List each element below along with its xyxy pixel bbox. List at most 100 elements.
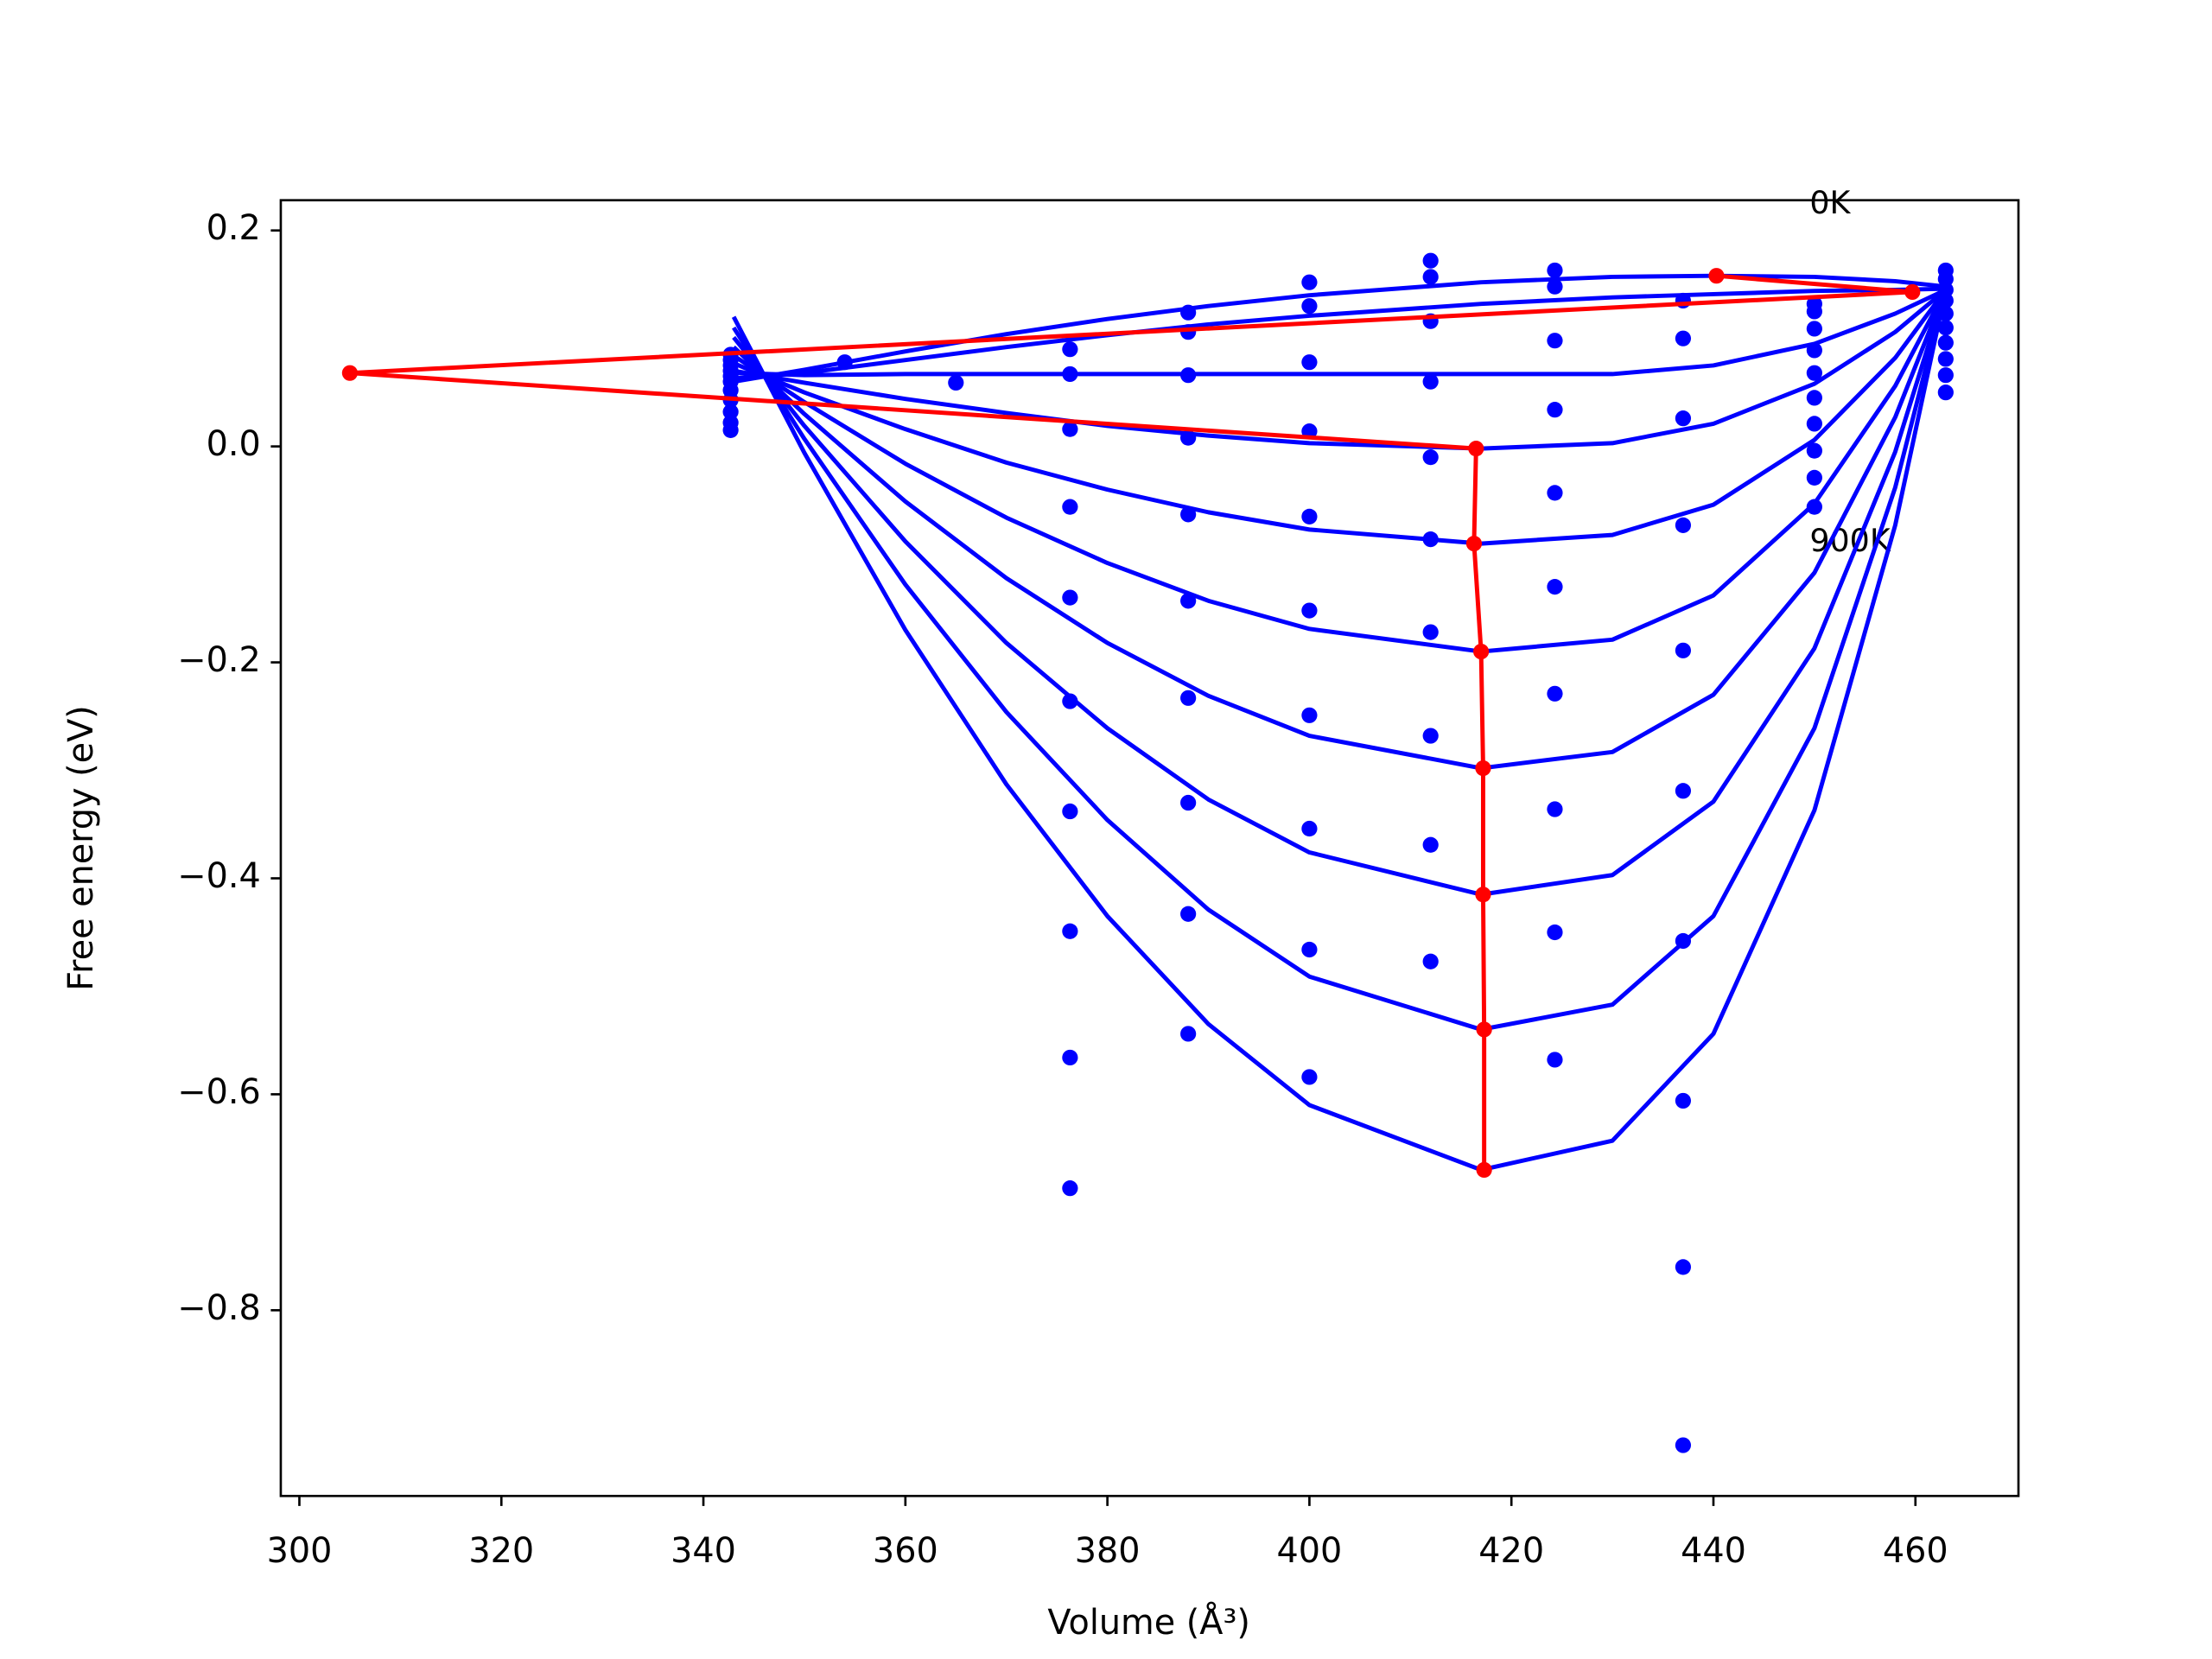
data-point xyxy=(1547,278,1563,295)
data-point xyxy=(1937,320,1954,336)
data-point xyxy=(1806,303,1822,320)
data-point xyxy=(948,374,964,391)
data-point xyxy=(1547,333,1563,349)
data-point xyxy=(1301,298,1318,315)
data-point xyxy=(1422,624,1439,640)
data-point xyxy=(1475,887,1491,903)
data-point xyxy=(1180,906,1197,922)
data-point xyxy=(1675,1437,1692,1453)
y-tick-label: −0.2 xyxy=(177,640,260,680)
x-tick-label: 420 xyxy=(1478,1531,1544,1571)
fit-curve xyxy=(733,286,1946,381)
data-point xyxy=(1806,499,1822,515)
data-point xyxy=(1547,801,1563,817)
data-point xyxy=(1476,1021,1492,1038)
data-point xyxy=(1547,924,1563,941)
y-tick-label: −0.8 xyxy=(177,1288,260,1328)
data-point xyxy=(1475,760,1491,777)
data-point xyxy=(1675,642,1692,658)
fit-curve xyxy=(733,288,1948,546)
x-tick-label: 320 xyxy=(468,1531,534,1571)
data-point xyxy=(1547,262,1563,279)
fit-curve xyxy=(734,288,1947,378)
data-point xyxy=(1675,1259,1692,1275)
data-point xyxy=(1675,410,1692,427)
x-tick-label: 400 xyxy=(1277,1531,1343,1571)
data-point xyxy=(1806,469,1822,486)
data-point xyxy=(1422,953,1439,969)
data-point xyxy=(722,422,739,439)
data-point xyxy=(722,404,739,420)
fit-curve xyxy=(731,289,1948,1173)
data-point xyxy=(1806,390,1822,406)
y-tick-label: 0.0 xyxy=(207,424,261,464)
data-point xyxy=(1547,685,1563,702)
data-point xyxy=(1708,268,1725,284)
data-point xyxy=(1062,341,1078,358)
data-point xyxy=(1547,1052,1563,1068)
data-point xyxy=(1806,442,1822,459)
data-point xyxy=(1180,690,1197,706)
data-point xyxy=(1465,536,1483,552)
x-tick-label: 340 xyxy=(671,1531,736,1571)
data-point xyxy=(1675,330,1692,346)
x-tick-label: 440 xyxy=(1681,1531,1746,1571)
data-point xyxy=(1062,923,1078,939)
data-point xyxy=(341,365,359,381)
data-point xyxy=(1806,416,1822,432)
data-point xyxy=(1473,643,1490,660)
plot-frame xyxy=(279,199,2020,1497)
data-point xyxy=(1422,252,1439,269)
data-point xyxy=(1301,508,1318,524)
data-point xyxy=(1904,283,1921,301)
data-point xyxy=(1301,707,1318,723)
data-point xyxy=(1422,373,1439,390)
data-point xyxy=(1468,441,1484,457)
data-point xyxy=(1422,269,1439,285)
data-point xyxy=(1422,836,1439,853)
data-point xyxy=(1062,499,1078,515)
data-point xyxy=(1422,728,1439,744)
data-point xyxy=(1301,820,1318,837)
annotation: 0K xyxy=(1809,184,1851,221)
data-point xyxy=(1062,1180,1078,1197)
x-tick-label: 460 xyxy=(1883,1531,1948,1571)
data-point xyxy=(1301,941,1318,958)
data-point xyxy=(1301,1069,1318,1085)
fit-curve xyxy=(732,289,1948,771)
data-point xyxy=(1806,321,1822,337)
data-point xyxy=(1062,803,1078,820)
fit-curve xyxy=(733,288,1948,451)
fit-curve xyxy=(732,289,1948,1032)
data-point xyxy=(1180,1026,1197,1042)
data-point xyxy=(1675,1092,1692,1109)
data-point xyxy=(1180,794,1197,811)
data-point xyxy=(1547,485,1563,501)
data-point xyxy=(1062,421,1078,437)
data-point xyxy=(1301,354,1318,371)
data-point xyxy=(1476,1161,1492,1179)
data-point xyxy=(1937,334,1954,351)
y-tick-label: 0.2 xyxy=(207,208,261,248)
x-tick-label: 300 xyxy=(267,1531,333,1571)
data-point xyxy=(1062,589,1078,606)
data-point xyxy=(1937,270,1954,288)
data-point xyxy=(1937,367,1954,384)
data-point xyxy=(1806,365,1822,381)
data-point xyxy=(1937,385,1954,401)
x-axis-label: Volume (Å³) xyxy=(1047,1602,1249,1643)
x-tick-label: 380 xyxy=(1075,1531,1141,1571)
data-point xyxy=(1547,578,1563,595)
y-tick-label: −0.6 xyxy=(177,1072,260,1112)
data-point xyxy=(1675,783,1692,799)
y-tick-label: −0.4 xyxy=(177,856,260,896)
data-point xyxy=(1675,517,1692,533)
x-tick-label: 360 xyxy=(873,1531,938,1571)
data-point xyxy=(1937,351,1954,367)
data-point xyxy=(1422,449,1439,466)
fit-curve xyxy=(733,273,1947,385)
y-axis-label: Free energy (eV) xyxy=(61,705,101,991)
